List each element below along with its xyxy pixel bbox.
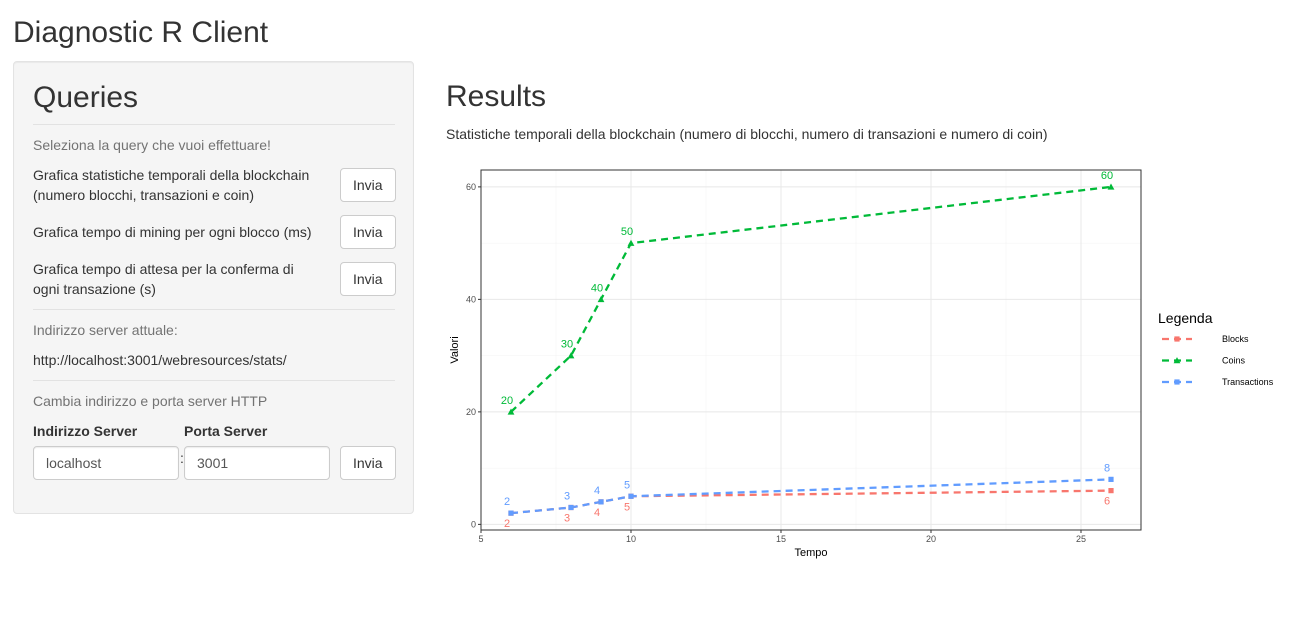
data-point-transactions xyxy=(598,499,604,505)
x-axis-label: Tempo xyxy=(794,547,827,559)
divider xyxy=(33,380,395,381)
legend-key-marker-coins xyxy=(1173,357,1181,364)
y-tick-label: 60 xyxy=(466,182,476,192)
query-label-blockchain-stats: Grafica statistiche temporali della bloc… xyxy=(33,167,310,203)
results-title: Results xyxy=(446,80,547,113)
data-label-transactions: 5 xyxy=(624,479,630,491)
server-port-input[interactable] xyxy=(184,446,330,480)
legend-label-blocks: Blocks xyxy=(1222,334,1249,344)
server-port-label: Porta Server xyxy=(184,423,268,439)
y-tick-label: 40 xyxy=(466,294,476,304)
y-axis-label: Valori xyxy=(449,336,461,363)
data-point-coins xyxy=(507,408,515,415)
data-label-transactions: 4 xyxy=(594,485,600,497)
data-point-transactions xyxy=(1108,476,1114,482)
queries-title: Queries xyxy=(33,81,139,114)
queries-panel: Queries Seleziona la query che vuoi effe… xyxy=(13,61,414,514)
data-point-transactions xyxy=(568,504,574,511)
send-server-settings-button[interactable]: Invia xyxy=(340,446,396,480)
divider xyxy=(33,124,395,125)
current-address-value: http://localhost:3001/webresources/stats… xyxy=(33,352,287,368)
send-blockchain-stats-button[interactable]: Invia xyxy=(340,168,396,202)
data-label-blocks: 6 xyxy=(1104,496,1110,508)
data-point-coins xyxy=(567,352,575,359)
data-label-coins: 30 xyxy=(561,339,573,351)
plot-border xyxy=(480,169,1142,531)
data-point-coins xyxy=(627,239,635,246)
x-tick-label: 15 xyxy=(776,534,786,544)
y-tick-label: 0 xyxy=(471,519,476,529)
select-query-help: Seleziona la query che vuoi effettuare! xyxy=(33,137,271,153)
legend-key-marker-blocks xyxy=(1174,336,1180,342)
data-label-coins: 50 xyxy=(621,226,633,238)
data-point-blocks xyxy=(1108,488,1114,494)
query-label-mining-time: Grafica tempo di mining per ogni blocco … xyxy=(33,224,312,240)
x-tick-label: 20 xyxy=(926,534,936,544)
data-label-transactions: 2 xyxy=(504,496,510,508)
send-confirmation-time-button[interactable]: Invia xyxy=(340,262,396,296)
data-label-blocks: 2 xyxy=(504,518,510,530)
query-label-confirmation-time: Grafica tempo di attesa per la conferma … xyxy=(33,261,294,297)
app-title: Diagnostic R Client xyxy=(13,16,269,49)
x-tick-label: 10 xyxy=(626,534,636,544)
send-mining-time-button[interactable]: Invia xyxy=(340,215,396,249)
address-port-separator: : xyxy=(180,450,184,466)
data-label-transactions: 8 xyxy=(1104,462,1110,474)
x-tick-label: 5 xyxy=(478,534,483,544)
data-label-coins: 40 xyxy=(591,282,603,294)
data-label-transactions: 3 xyxy=(564,491,570,503)
legend-key-marker-transactions xyxy=(1174,379,1180,385)
data-point-coins xyxy=(1107,183,1115,190)
data-label-blocks: 5 xyxy=(624,501,630,513)
data-label-blocks: 3 xyxy=(564,513,570,525)
legend-label-transactions: Transactions xyxy=(1222,377,1274,387)
current-address-label: Indirizzo server attuale: xyxy=(33,322,178,338)
data-label-blocks: 4 xyxy=(594,507,600,519)
results-subtitle: Statistiche temporali della blockchain (… xyxy=(446,126,1048,142)
data-point-coins xyxy=(597,295,605,303)
data-point-transactions xyxy=(508,510,514,516)
data-label-coins: 60 xyxy=(1101,170,1113,182)
data-label-coins: 20 xyxy=(501,395,513,407)
change-address-label: Cambia indirizzo e porta server HTTP xyxy=(33,393,268,409)
plot-area xyxy=(481,170,1141,530)
server-address-input[interactable] xyxy=(33,446,179,480)
legend-title: Legenda xyxy=(1158,310,1213,326)
x-tick-label: 25 xyxy=(1076,534,1086,544)
data-point-transactions xyxy=(628,493,634,499)
server-address-label: Indirizzo Server xyxy=(33,423,138,439)
divider xyxy=(33,309,395,310)
legend-label-coins: Coins xyxy=(1222,356,1246,366)
y-tick-label: 20 xyxy=(466,407,476,417)
